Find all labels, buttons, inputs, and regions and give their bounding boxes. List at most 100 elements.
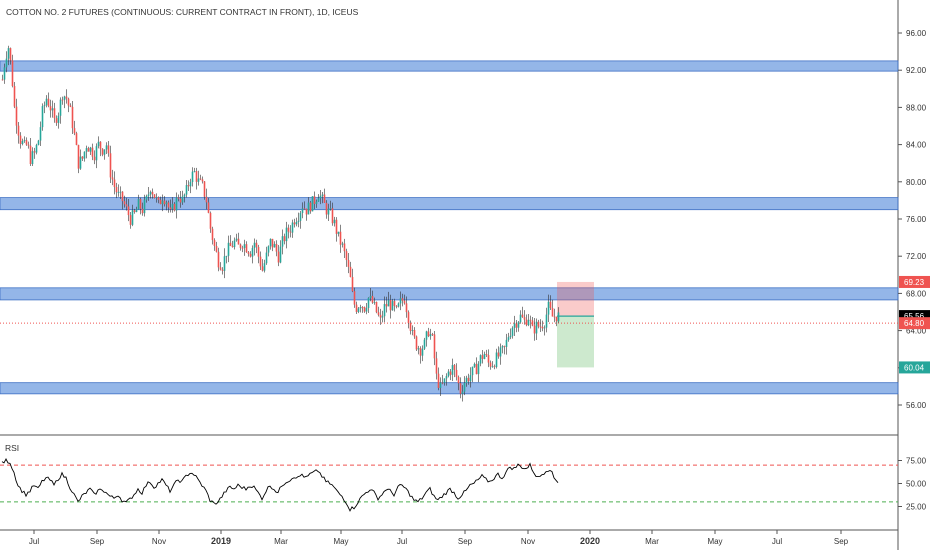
candle-body xyxy=(387,300,390,307)
candle-body xyxy=(127,206,130,216)
candle-body xyxy=(341,243,344,245)
candle-body xyxy=(535,321,538,334)
candle-body xyxy=(209,212,212,229)
candle-body xyxy=(313,196,316,204)
candle-body xyxy=(327,208,330,215)
candle-body xyxy=(129,215,132,225)
candle-body xyxy=(133,210,136,213)
candle-body xyxy=(299,212,302,221)
candle-body xyxy=(541,326,544,329)
candle-body xyxy=(17,125,20,136)
candle-body xyxy=(73,128,76,134)
candle-body xyxy=(373,302,376,303)
candle-body xyxy=(143,199,146,214)
price-label-text: 69.23 xyxy=(904,278,925,287)
time-tick-label: Nov xyxy=(521,537,535,546)
candle-body xyxy=(427,331,430,337)
candle-body xyxy=(539,326,542,328)
candle-body xyxy=(403,300,406,304)
candle-body xyxy=(271,238,274,248)
candle-body xyxy=(207,202,210,213)
candle-body xyxy=(537,321,540,327)
time-tick-label: 2020 xyxy=(580,536,600,546)
rsi-tick-label: 50.00 xyxy=(906,480,927,489)
candle-body xyxy=(75,133,78,145)
candle-body xyxy=(523,317,526,320)
candle-body xyxy=(47,98,50,107)
horizontal-zone-3 xyxy=(0,287,899,301)
candle-body xyxy=(7,48,10,59)
candle-body xyxy=(181,196,184,203)
candle-body xyxy=(349,266,352,278)
price-tick-label: 68.00 xyxy=(906,289,927,298)
candle-body xyxy=(105,145,108,150)
candle-body xyxy=(287,227,290,232)
candle-body xyxy=(193,171,196,172)
candle-body xyxy=(343,243,346,252)
candle-body xyxy=(471,366,474,376)
candle-body xyxy=(65,96,68,99)
candle-body xyxy=(435,358,438,374)
time-tick-label: Nov xyxy=(152,537,166,546)
candle-body xyxy=(135,209,138,213)
candle-body xyxy=(239,244,242,248)
candle-body xyxy=(375,302,378,313)
candle-body xyxy=(385,304,388,307)
candle-body xyxy=(467,377,470,382)
candle-body xyxy=(137,199,140,210)
candle-body xyxy=(215,245,218,252)
candle-body xyxy=(455,369,458,378)
candle-body xyxy=(159,199,162,205)
candle-body xyxy=(93,156,96,161)
candle-body xyxy=(27,144,30,146)
candle-body xyxy=(423,339,426,349)
candle-body xyxy=(459,383,462,394)
candle-body xyxy=(225,255,228,257)
candle-body xyxy=(465,377,468,384)
candle-body xyxy=(97,141,100,147)
stop-loss-zone xyxy=(557,281,594,317)
candle-body xyxy=(89,147,92,152)
candle-body xyxy=(519,314,522,323)
candle-body xyxy=(477,363,480,375)
candle-body xyxy=(175,197,178,211)
candle-body xyxy=(391,301,394,311)
price-tick-label: 72.00 xyxy=(906,252,927,261)
candle-body xyxy=(329,208,332,210)
time-tick-label: Mar xyxy=(274,537,288,546)
candle-body xyxy=(113,179,116,187)
candle-body xyxy=(545,314,548,328)
candle-body xyxy=(265,252,268,264)
price-tick-label: 80.00 xyxy=(906,178,927,187)
candle-body xyxy=(499,347,502,357)
candle-body xyxy=(107,145,110,154)
candle-body xyxy=(317,198,320,202)
candle-body xyxy=(421,348,424,356)
candle-body xyxy=(347,260,350,267)
candle-body xyxy=(377,312,380,315)
candle-body xyxy=(383,304,386,317)
candle-body xyxy=(219,267,222,270)
candle-body xyxy=(141,208,144,214)
candle-body xyxy=(351,277,354,292)
candle-body xyxy=(409,323,412,331)
candle-body xyxy=(119,191,122,193)
time-tick-label: Jul xyxy=(397,537,407,546)
candle-body xyxy=(145,196,148,200)
candle-body xyxy=(217,251,220,268)
candle-body xyxy=(77,144,80,169)
candle-body xyxy=(139,199,142,209)
price-label-text: 65.56 xyxy=(904,312,925,321)
candle-body xyxy=(505,339,508,347)
candle-body xyxy=(333,219,336,224)
candle-body xyxy=(411,330,414,331)
candle-body xyxy=(379,314,382,318)
candle-body xyxy=(475,363,478,375)
candle-body xyxy=(417,348,420,350)
candle-body xyxy=(395,305,398,307)
candle-body xyxy=(481,355,484,359)
candle-body xyxy=(529,319,532,321)
candle-body xyxy=(405,303,408,313)
candle-body xyxy=(437,373,440,388)
